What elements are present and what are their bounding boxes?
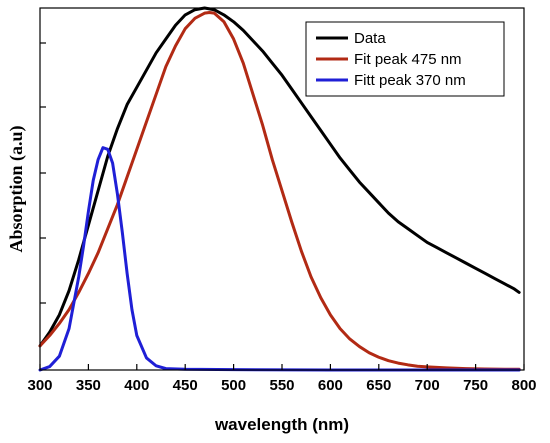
x-tick-label: 550	[269, 377, 294, 394]
x-tick-label: 800	[511, 377, 536, 394]
x-tick-label: 650	[366, 377, 391, 394]
x-tick-label: 300	[27, 377, 52, 394]
x-tick-label: 750	[463, 377, 488, 394]
y-ticks	[40, 42, 46, 304]
x-tick-labels: 300 350 400 450 500 550 600 650 700 750 800	[27, 377, 536, 394]
x-tick-label: 600	[318, 377, 343, 394]
x-ticks	[39, 364, 525, 370]
legend: Data Fit peak 475 nm Fitt peak 370 nm	[305, 21, 505, 97]
legend-label-0: Data	[354, 30, 386, 47]
y-axis-title: Absorption (a.u)	[6, 125, 27, 252]
x-tick-label: 700	[415, 377, 440, 394]
x-tick-label: 450	[173, 377, 198, 394]
series-line-1	[38, 10, 521, 371]
legend-label-1: Fit peak 475 nm	[354, 51, 462, 68]
legend-label-2: Fitt peak 370 nm	[354, 72, 466, 89]
x-axis-title: wavelength (nm)	[214, 415, 349, 434]
x-tick-label: 400	[124, 377, 149, 394]
series-line-0	[38, 6, 521, 348]
x-tick-label: 500	[221, 377, 246, 394]
x-tick-label: 350	[76, 377, 101, 394]
